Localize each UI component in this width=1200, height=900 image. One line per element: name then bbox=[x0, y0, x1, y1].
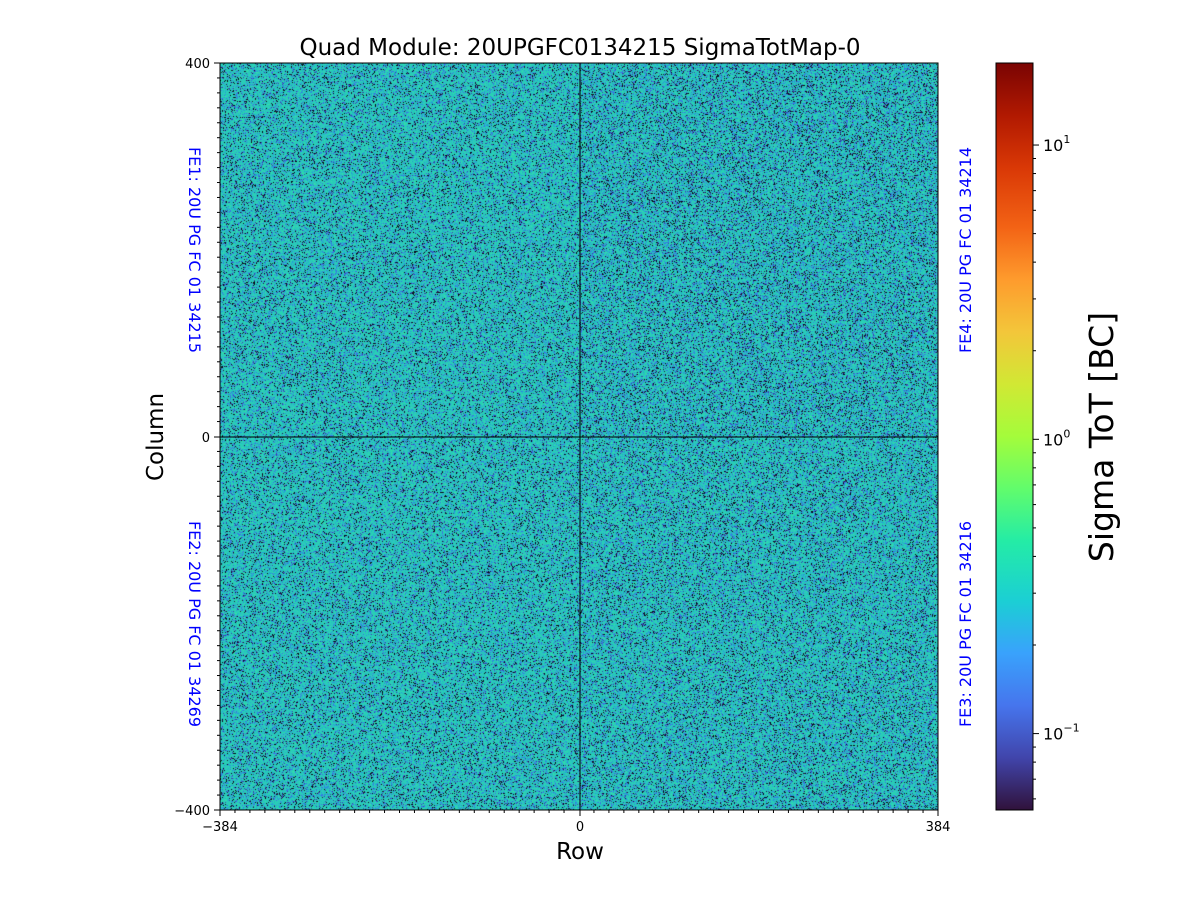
fe4-label: FE4: 20U PG FC 01 34214 bbox=[956, 147, 975, 353]
x-minor-ticks bbox=[234, 810, 924, 813]
x-axis-label: Row bbox=[556, 839, 604, 865]
colorbar-gradient bbox=[995, 62, 1034, 811]
y-tick-label: 0 bbox=[202, 431, 210, 446]
colorbar-label: Sigma ToT [BC] bbox=[1082, 312, 1121, 562]
heatmap-plot-area bbox=[219, 62, 939, 811]
colorbar-tick-label: 100 bbox=[1043, 427, 1070, 449]
colorbar-major-ticks: 101 100 10−1 bbox=[1033, 133, 1080, 744]
x-tick-label: 0 bbox=[576, 820, 584, 835]
y-tick-label: −400 bbox=[174, 804, 210, 819]
colorbar-tick-label: 101 bbox=[1043, 133, 1070, 155]
y-axis-label: Column bbox=[143, 393, 169, 481]
fe3-label: FE3: 20U PG FC 01 34216 bbox=[956, 521, 975, 727]
fe2-label: FE2: 20U PG FC 01 34269 bbox=[185, 521, 204, 727]
colorbar-tick-label: 10−1 bbox=[1043, 722, 1080, 744]
fe-chip-labels: FE1: 20U PG FC 01 34215 FE2: 20U PG FC 0… bbox=[185, 147, 975, 727]
x-axis: −384 0 384 Row bbox=[202, 810, 950, 865]
y-axis: 400 0 −400 Column bbox=[143, 57, 220, 819]
y-minor-ticks bbox=[217, 77, 220, 796]
fe1-label: FE1: 20U PG FC 01 34215 bbox=[185, 147, 204, 353]
x-tick-label: 384 bbox=[926, 820, 951, 835]
colorbar-minor-ticks bbox=[1033, 157, 1036, 800]
colorbar: 101 100 10−1 Sigma ToT [BC] bbox=[995, 62, 1121, 811]
x-tick-label: −384 bbox=[202, 820, 238, 835]
y-tick-label: 400 bbox=[185, 57, 210, 72]
chart-title: Quad Module: 20UPGFC0134215 SigmaTotMap-… bbox=[300, 35, 861, 61]
